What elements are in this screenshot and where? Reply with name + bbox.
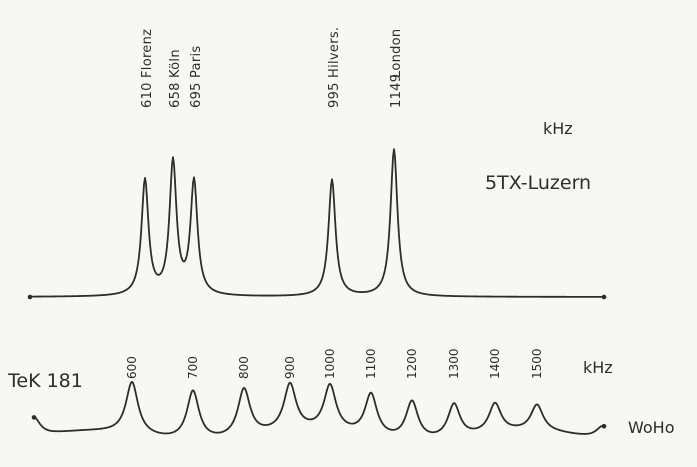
top-peak-frequency-4: 1149: [389, 74, 404, 108]
top-peak-label-1: 658 Köln: [168, 49, 183, 108]
top-curve-left-endpoint: [27, 294, 33, 300]
bottom-marker-label-8: 1400: [488, 348, 502, 379]
top-peak-station-0: Florenz: [140, 29, 155, 78]
top-peak-station-1: Köln: [168, 49, 183, 78]
bottom-marker-label-7: 1300: [447, 348, 461, 379]
top-peak-frequency-0: 610: [140, 82, 155, 108]
bottom-marker-frequency-2: 800: [237, 356, 251, 379]
top-peak-station-3: Hilvers.: [327, 27, 342, 78]
top-peak-label-3: 995 Hilvers.: [327, 27, 342, 108]
top-spectrum-panel: 610 Florenz 658 Köln 695 Paris 995 Hilvers. 1149…: [27, 27, 607, 300]
bottom-marker-label-1: 700: [186, 356, 200, 379]
bottom-marker-frequency-4: 1000: [323, 348, 337, 379]
bottom-marker-panel: 600 700 800 900 1000 1100 1200 1300 1400 1500: [31, 348, 607, 435]
top-peak-frequency-3: 995: [327, 82, 342, 108]
bottom-marker-label-3: 900: [283, 356, 297, 379]
bottom-marker-label-9: 1500: [530, 348, 544, 379]
bottom-marker-frequency-3: 900: [283, 356, 297, 379]
bottom-marker-label-0: 600: [125, 356, 139, 379]
top-spectrum-curve: [29, 148, 605, 298]
top-peak-station-2: Paris: [189, 46, 204, 78]
top-unit-label: kHz: [543, 119, 573, 138]
bottom-curve-right-endpoint: [601, 423, 607, 429]
bottom-marker-frequency-8: 1400: [488, 348, 502, 379]
top-peak-frequency-2: 695: [189, 82, 204, 108]
bottom-marker-frequency-1: 700: [186, 356, 200, 379]
bottom-marker-label-4: 1000: [323, 348, 337, 379]
top-peak-label-0: 610 Florenz: [140, 29, 155, 108]
top-peak-station-4: London: [389, 29, 404, 78]
bottom-curve-left-endpoint: [31, 415, 37, 420]
bottom-marker-frequency-5: 1100: [364, 348, 378, 379]
bottom-marker-frequency-6: 1200: [405, 348, 419, 379]
bottom-left-label: TeK 181: [7, 370, 83, 392]
bottom-unit-label: kHz: [583, 358, 613, 377]
top-peak-label-2: 695 Paris: [189, 46, 204, 108]
signature: WoHo: [628, 418, 675, 437]
bottom-marker-frequency-0: 600: [125, 356, 139, 379]
bottom-marker-frequency-9: 1500: [530, 348, 544, 379]
top-peak-frequency-1: 658: [168, 82, 183, 108]
bottom-marker-label-2: 800: [237, 356, 251, 379]
bottom-marker-label-5: 1100: [364, 348, 378, 379]
top-curve-right-endpoint: [601, 294, 607, 300]
top-title-label: 5TX-Luzern: [485, 172, 591, 194]
bottom-marker-frequency-7: 1300: [447, 348, 461, 379]
bottom-marker-curve: [33, 380, 605, 435]
bottom-marker-label-6: 1200: [405, 348, 419, 379]
